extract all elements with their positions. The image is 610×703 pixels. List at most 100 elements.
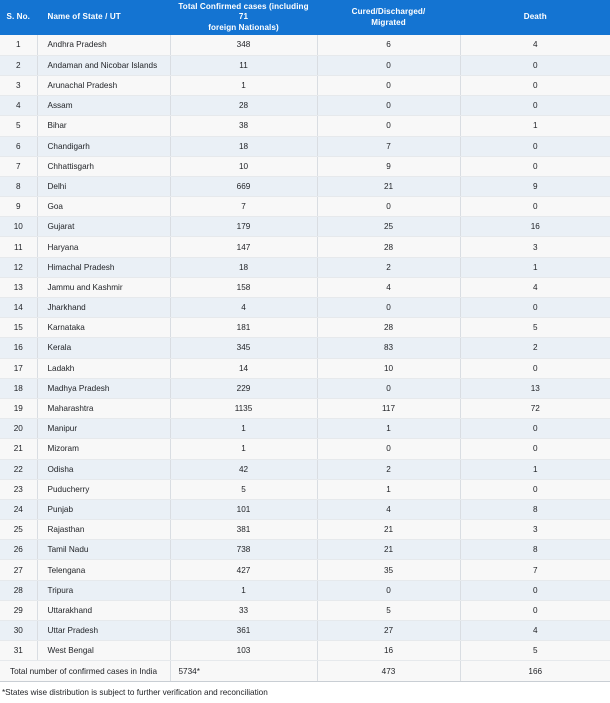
cell-serial-number: 14 (0, 297, 38, 319)
cell-state-name: Mizoram (37, 438, 171, 460)
cell-serial-number: 6 (0, 136, 38, 157)
cell-state-name: Chandigarh (37, 136, 171, 157)
cell-state-name: Kerala (37, 337, 171, 359)
cell-total-cases: 28 (170, 95, 318, 117)
table-row: 6 Chandigarh 18 7 0 (0, 136, 610, 157)
column-header-total-line-2: foreign Nationals) (208, 22, 279, 32)
table-row: 7 Chhattisgarh 10 9 0 (0, 156, 610, 177)
cell-death: 1 (460, 459, 610, 480)
cell-death: 3 (460, 519, 610, 541)
table-row: 20 Manipur 1 1 0 (0, 418, 610, 440)
cell-cured: 6 (317, 35, 461, 56)
cell-death: 7 (460, 559, 610, 581)
cell-total-cases: 669 (170, 176, 318, 198)
cell-total-cases: 179 (170, 216, 318, 238)
table-row: 3 Arunachal Pradesh 1 0 0 (0, 75, 610, 97)
table-row: 8 Delhi 669 21 9 (0, 176, 610, 198)
cell-serial-number: 12 (0, 257, 38, 278)
cell-total-cases: 427 (170, 559, 318, 581)
table-row: 1 Andhra Pradesh 348 6 4 (0, 35, 610, 56)
table-row: 12 Himachal Pradesh 18 2 1 (0, 257, 610, 278)
cell-state-name: Maharashtra (37, 398, 171, 420)
total-row-cured: 473 (317, 660, 461, 683)
cell-state-name: Bihar (37, 115, 171, 137)
cell-total-cases: 5 (170, 479, 318, 500)
cell-serial-number: 29 (0, 600, 38, 622)
cell-state-name: Madhya Pradesh (37, 378, 171, 399)
cell-state-name: West Bengal (37, 640, 171, 662)
cell-cured: 0 (317, 378, 461, 399)
table-row: 21 Mizoram 1 0 0 (0, 438, 610, 460)
cell-death: 0 (460, 75, 610, 97)
cell-serial-number: 7 (0, 156, 38, 177)
cell-state-name: Gujarat (37, 216, 171, 238)
cell-serial-number: 18 (0, 378, 38, 399)
cell-state-name: Telengana (37, 559, 171, 581)
cell-death: 0 (460, 418, 610, 440)
table-body: 1 Andhra Pradesh 348 6 4 2 Andaman and Nicobar… (0, 35, 610, 683)
cell-state-name: Odisha (37, 459, 171, 480)
table-row: 2 Andaman and Nicobar Islands 11 0 0 (0, 55, 610, 76)
cell-cured: 83 (317, 337, 461, 359)
table-total-row: Total number of confirmed cases in India… (0, 660, 610, 683)
cell-serial-number: 23 (0, 479, 38, 500)
cell-total-cases: 33 (170, 600, 318, 622)
cell-cured: 0 (317, 95, 461, 117)
cell-serial-number: 24 (0, 499, 38, 521)
cell-serial-number: 28 (0, 580, 38, 601)
cell-cured: 4 (317, 277, 461, 299)
cell-death: 0 (460, 55, 610, 76)
cell-death: 72 (460, 398, 610, 420)
cell-state-name: Uttar Pradesh (37, 620, 171, 642)
cell-serial-number: 5 (0, 115, 38, 137)
cell-total-cases: 1 (170, 438, 318, 460)
cell-serial-number: 4 (0, 95, 38, 117)
table-row: 30 Uttar Pradesh 361 27 4 (0, 620, 610, 642)
cell-cured: 117 (317, 398, 461, 420)
table-row: 18 Madhya Pradesh 229 0 13 (0, 378, 610, 399)
cell-death: 4 (460, 277, 610, 299)
cell-state-name: Haryana (37, 236, 171, 258)
cell-cured: 5 (317, 600, 461, 622)
table-row: 27 Telengana 427 35 7 (0, 559, 610, 581)
cell-death: 0 (460, 196, 610, 218)
cell-death: 0 (460, 580, 610, 601)
cell-total-cases: 14 (170, 358, 318, 379)
cell-total-cases: 103 (170, 640, 318, 662)
cell-death: 2 (460, 337, 610, 359)
cell-serial-number: 16 (0, 337, 38, 359)
cell-death: 4 (460, 620, 610, 642)
cell-state-name: Ladakh (37, 358, 171, 379)
cell-cured: 0 (317, 580, 461, 601)
table-row: 25 Rajasthan 381 21 3 (0, 519, 610, 541)
cell-serial-number: 10 (0, 216, 38, 238)
cell-state-name: Andaman and Nicobar Islands (37, 55, 171, 76)
cell-cured: 27 (317, 620, 461, 642)
cell-total-cases: 18 (170, 257, 318, 278)
cell-cured: 1 (317, 418, 461, 440)
cell-state-name: Uttarakhand (37, 600, 171, 622)
cell-cured: 35 (317, 559, 461, 581)
cell-state-name: Jammu and Kashmir (37, 277, 171, 299)
table-row: 24 Punjab 101 4 8 (0, 499, 610, 521)
cell-serial-number: 1 (0, 35, 38, 56)
cell-serial-number: 21 (0, 438, 38, 460)
cell-cured: 0 (317, 438, 461, 460)
total-row-death: 166 (460, 660, 610, 683)
cell-death: 3 (460, 236, 610, 258)
total-row-total-cases: 5734* (170, 660, 318, 683)
cell-total-cases: 11 (170, 55, 318, 76)
table-row: 16 Kerala 345 83 2 (0, 337, 610, 359)
cell-state-name: Punjab (37, 499, 171, 521)
cell-state-name: Karnataka (37, 317, 171, 339)
cell-death: 4 (460, 35, 610, 56)
column-header-cured-discharged-migrated: Cured/Discharged/ Migrated (317, 0, 461, 36)
cell-death: 0 (460, 156, 610, 177)
cell-cured: 0 (317, 75, 461, 97)
cell-cured: 4 (317, 499, 461, 521)
cell-state-name: Assam (37, 95, 171, 117)
cell-death: 8 (460, 499, 610, 521)
cell-total-cases: 42 (170, 459, 318, 480)
cell-death: 1 (460, 257, 610, 278)
